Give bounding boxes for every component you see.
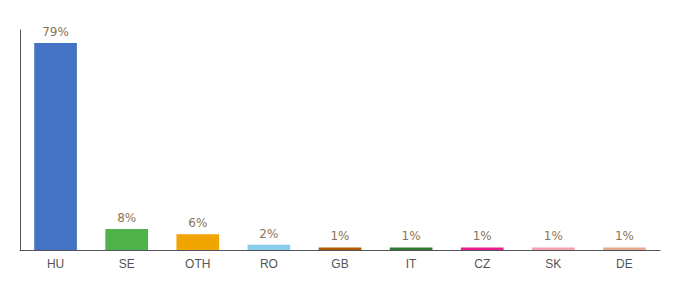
svg-text:OTH: OTH	[185, 257, 210, 271]
svg-text:1%: 1%	[544, 229, 563, 243]
svg-text:1%: 1%	[402, 229, 421, 243]
svg-text:GB: GB	[331, 257, 348, 271]
svg-text:CZ: CZ	[474, 257, 490, 271]
svg-text:6%: 6%	[188, 216, 207, 230]
svg-text:2%: 2%	[259, 227, 278, 241]
svg-text:IT: IT	[406, 257, 417, 271]
svg-text:1%: 1%	[473, 229, 492, 243]
svg-text:HU: HU	[47, 257, 64, 271]
svg-text:1%: 1%	[615, 229, 634, 243]
svg-text:1%: 1%	[330, 229, 349, 243]
svg-text:8%: 8%	[117, 211, 136, 225]
svg-text:RO: RO	[260, 257, 278, 271]
svg-text:SK: SK	[545, 257, 561, 271]
svg-text:79%: 79%	[42, 25, 69, 39]
svg-text:DE: DE	[616, 257, 633, 271]
svg-text:SE: SE	[119, 257, 135, 271]
